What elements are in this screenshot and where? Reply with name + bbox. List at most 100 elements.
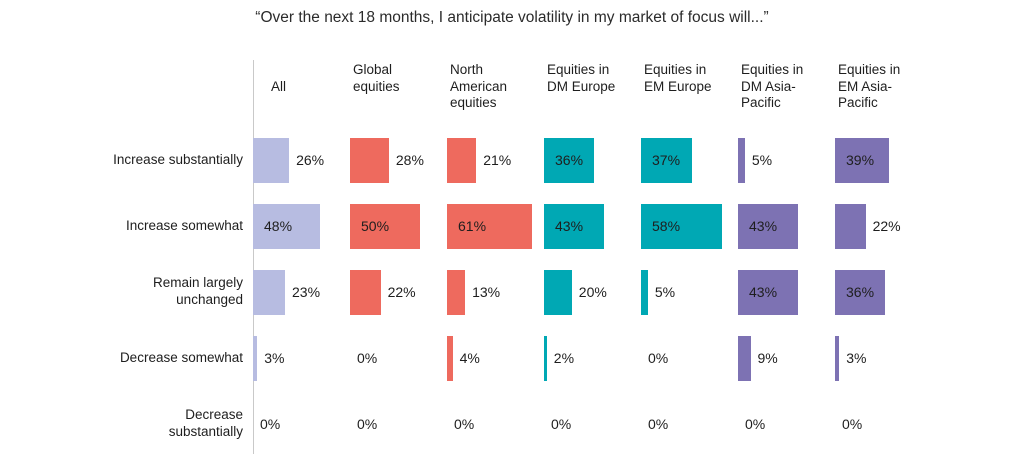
row-label: Decrease somewhat xyxy=(119,349,243,365)
bar-value-label: 36% xyxy=(555,152,584,168)
bar: 43% xyxy=(738,203,798,249)
row-label: Increase somewhat xyxy=(125,217,243,233)
bar-value-label: 0% xyxy=(454,416,475,432)
bar-value-label: 0% xyxy=(648,416,669,432)
bar xyxy=(835,335,840,381)
bar-value-label: 36% xyxy=(846,284,875,300)
bar-value-label: 0% xyxy=(648,350,669,366)
bar-value-label: 13% xyxy=(472,284,501,300)
bar-cell: 36% xyxy=(835,259,932,325)
bar xyxy=(447,335,453,381)
bar xyxy=(544,335,547,381)
bar: 36% xyxy=(835,269,885,315)
bar xyxy=(253,335,258,381)
bar-value-label: 5% xyxy=(751,152,773,168)
bar-value-label: 22% xyxy=(872,218,901,234)
bar-value-label: 20% xyxy=(578,284,607,300)
bar-value-label: 23% xyxy=(292,284,321,300)
bar-cell: 0% xyxy=(641,325,738,391)
bar-value-label: 43% xyxy=(749,218,778,234)
bar-cell: 23% xyxy=(253,259,350,325)
bar-value-label: 61% xyxy=(458,218,487,234)
bar-cell: 22% xyxy=(835,193,932,259)
bar-cell: 0% xyxy=(253,391,350,457)
bar-value-label: 0% xyxy=(357,350,378,366)
bar-cell: 5% xyxy=(641,259,738,325)
chart-title: “Over the next 18 months, I anticipate v… xyxy=(255,9,769,26)
bar: 58% xyxy=(641,203,722,249)
bar-value-label: 48% xyxy=(264,218,293,234)
column-header: All xyxy=(271,79,287,94)
bar-cell: 20% xyxy=(544,259,641,325)
column-header: Global equities xyxy=(353,62,400,94)
bar-cell: 0% xyxy=(447,391,544,457)
bar-cell: 43% xyxy=(544,193,641,259)
bar: 61% xyxy=(447,203,532,249)
bar: 37% xyxy=(641,137,693,183)
bar-cell: 61% xyxy=(447,193,544,259)
bar xyxy=(835,203,866,249)
bar-value-label: 4% xyxy=(459,350,480,366)
bar-cell: 0% xyxy=(350,391,447,457)
bar-cell: 0% xyxy=(641,391,738,457)
bar-value-label: 0% xyxy=(745,416,766,432)
row-label: Increase substantially xyxy=(113,151,243,167)
bar-cell: 28% xyxy=(350,127,447,193)
column-header: Equities in EM Europe xyxy=(644,62,712,94)
bar-cell: 2% xyxy=(544,325,641,391)
bar-value-label: 0% xyxy=(357,416,378,432)
corner-spacer xyxy=(0,60,253,127)
bar-value-label: 0% xyxy=(260,416,281,432)
bar-value-label: 3% xyxy=(264,350,285,366)
bar-cell: 0% xyxy=(738,391,835,457)
bar-value-label: 21% xyxy=(483,152,512,168)
column-header: Equities in EM Asia- Pacific xyxy=(838,62,901,111)
bar: 48% xyxy=(253,203,320,249)
bar-value-label: 3% xyxy=(846,350,867,366)
bar xyxy=(253,269,285,315)
bar-value-label: 0% xyxy=(842,416,863,432)
bar-cell: 5% xyxy=(738,127,835,193)
bar-value-label: 39% xyxy=(846,152,875,168)
bar-cell: 43% xyxy=(738,259,835,325)
column-header: Equities in DM Asia- Pacific xyxy=(741,62,804,111)
bar xyxy=(447,137,477,183)
column-header: North American equities xyxy=(450,62,508,111)
bar: 43% xyxy=(738,269,798,315)
bar-value-label: 26% xyxy=(296,152,325,168)
bar-cell: 4% xyxy=(447,325,544,391)
row-label: Decrease substantially xyxy=(168,407,243,439)
volatility-expectation-chart: All Global equities North American equitie… xyxy=(0,60,1024,457)
bar-cell: 43% xyxy=(738,193,835,259)
bar-cell: 21% xyxy=(447,127,544,193)
bar-value-label: 58% xyxy=(652,218,681,234)
bar: 43% xyxy=(544,203,604,249)
bar: 39% xyxy=(835,137,890,183)
bar-value-label: 37% xyxy=(652,152,681,168)
bar xyxy=(350,269,381,315)
bar-cell: 9% xyxy=(738,325,835,391)
bar: 36% xyxy=(544,137,594,183)
bar-value-label: 43% xyxy=(555,218,584,234)
bar xyxy=(447,269,466,315)
bar-value-label: 22% xyxy=(387,284,416,300)
bar-cell: 26% xyxy=(253,127,350,193)
bar-cell: 3% xyxy=(253,325,350,391)
bar-value-label: 50% xyxy=(361,218,390,234)
bar xyxy=(738,335,751,381)
bar xyxy=(641,269,648,315)
bar-value-label: 9% xyxy=(757,350,778,366)
bar-cell: 58% xyxy=(641,193,738,259)
bar-cell: 13% xyxy=(447,259,544,325)
bar-value-label: 0% xyxy=(551,416,572,432)
bar-cell: 48% xyxy=(253,193,350,259)
bar-cell: 0% xyxy=(835,391,932,457)
bar-cell: 22% xyxy=(350,259,447,325)
bar-value-label: 28% xyxy=(395,152,424,168)
bar xyxy=(544,269,572,315)
bar: 50% xyxy=(350,203,420,249)
bar-value-label: 2% xyxy=(553,350,575,366)
bar-cell: 50% xyxy=(350,193,447,259)
chart-grid: All Global equities North American equitie… xyxy=(0,60,1024,457)
